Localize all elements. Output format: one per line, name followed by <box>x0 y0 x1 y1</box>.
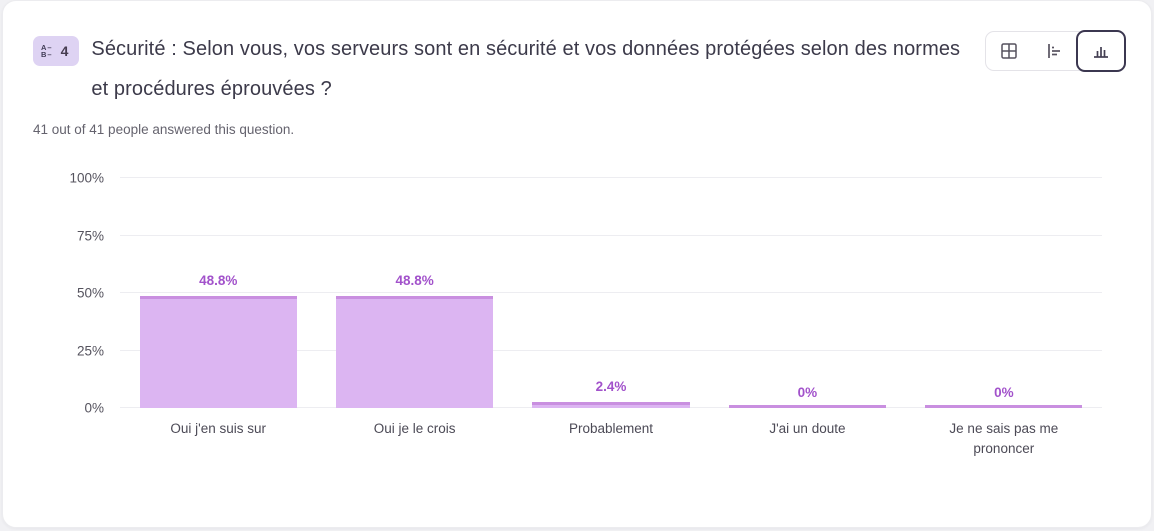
category-label: Oui j'en suis sur <box>170 421 267 436</box>
category-label: Probablement <box>568 421 654 436</box>
bar-3[interactable] <box>532 402 690 408</box>
vertical-bar-view-button[interactable] <box>1076 30 1126 72</box>
bar-1[interactable] <box>139 295 297 408</box>
x-axis-labels: Oui j'en suis sur Oui je le crois Probable… <box>120 419 1102 459</box>
bar-2[interactable] <box>336 295 494 408</box>
y-axis-tick-label: 100% <box>69 170 104 186</box>
question-number-badge: A– B– 4 <box>33 36 80 66</box>
bar-slot: 0% <box>906 178 1102 408</box>
bar-value-label: 48.8% <box>199 272 238 288</box>
horizontal-bar-view-button[interactable] <box>1032 32 1078 70</box>
gridline <box>120 349 1102 351</box>
bar-slot: 48.8% <box>316 178 512 408</box>
vertical-bar-chart-icon <box>1091 41 1111 61</box>
bar-slot: 0% <box>709 178 905 408</box>
bar-value-label: 2.4% <box>595 379 627 395</box>
multiple-choice-question-icon: A– B– <box>41 43 53 59</box>
bar-slot: 2.4% <box>513 178 709 408</box>
y-axis-tick-label: 0% <box>84 400 104 416</box>
category-label: J'ai un doute <box>769 421 846 436</box>
bar-5[interactable] <box>925 405 1083 408</box>
horizontal-bar-chart-icon <box>1045 41 1065 61</box>
bar-value-label: 48.8% <box>395 272 434 288</box>
question-number: 4 <box>60 43 69 59</box>
question-title: Sécurité : Selon vous, vos serveurs sont… <box>91 38 961 100</box>
y-axis-tick-label: 75% <box>76 228 104 243</box>
gridline <box>120 234 1102 236</box>
category-label: Oui je le crois <box>373 421 456 436</box>
table-grid-icon <box>999 41 1019 61</box>
y-axis-tick-label: 50% <box>76 285 104 301</box>
answered-count-text: 41 out of 41 people answered this questi… <box>33 122 295 137</box>
card-header: A– B– 4 Sécurité : Selon vous, vos serveu… <box>3 1 1151 109</box>
bar-4[interactable] <box>728 405 886 408</box>
gridline <box>120 177 1102 178</box>
bar-slot: 48.8% <box>120 178 316 408</box>
plot-area: 0% 25% 50% 75% 100% 48.8% 48.8% 2.4% 0% 0% <box>69 171 1102 416</box>
table-view-button[interactable] <box>986 32 1032 70</box>
y-axis-tick-label: 25% <box>76 343 104 358</box>
bar-value-label: 0% <box>797 385 818 400</box>
bars-container: 48.8% 48.8% 2.4% 0% 0% <box>120 178 1102 408</box>
bar-value-label: 0% <box>994 385 1014 400</box>
category-label: Je ne sais pas me prononcer <box>949 421 1059 456</box>
bar-chart: 0% 25% 50% 75% 100% 48.8% 48.8% 2.4% 0% 0% Oui j'… <box>69 171 1102 459</box>
gridline <box>120 292 1102 293</box>
view-toggle-group <box>985 30 1126 72</box>
